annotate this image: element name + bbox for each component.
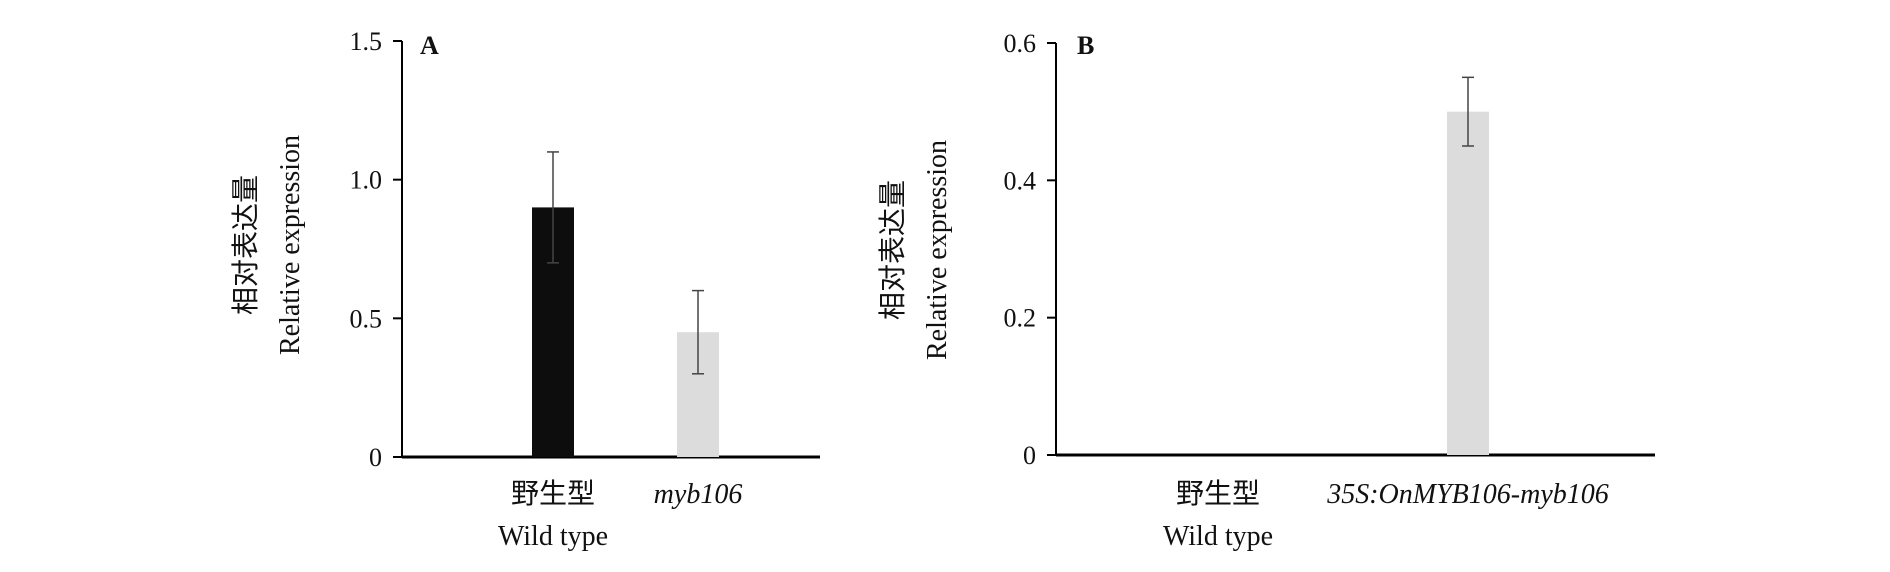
panel-label: B [1077,31,1094,60]
y-tick-label: 1.5 [350,27,383,56]
x-category-label-en: Wild type [498,521,608,552]
y-tick-label: 0.2 [1004,304,1037,333]
x-category-label: myb106 [654,479,743,510]
panel-label: A [420,31,439,60]
y-tick-label: 0 [1023,441,1036,470]
y-axis-label-en: Relative expression [922,140,953,360]
y-tick-label: 1.0 [350,166,383,195]
y-axis-label-cn: 相对表达量 [230,175,262,315]
x-category-label-en: Wild type [1163,521,1273,552]
y-tick-label: 0.6 [1004,29,1037,58]
y-tick-label: 0.5 [350,304,383,333]
y-axis-label-cn: 相对表达量 [877,180,909,320]
y-tick-label: 0 [369,443,382,472]
x-category-label: 35S:OnMYB106-myb106 [1326,479,1609,510]
y-axis-label-en: Relative expression [275,135,306,355]
y-tick-label: 0.4 [1004,166,1037,195]
x-category-label: 野生型 [1176,478,1260,510]
bar [1447,111,1489,456]
x-category-label: 野生型 [511,478,595,510]
